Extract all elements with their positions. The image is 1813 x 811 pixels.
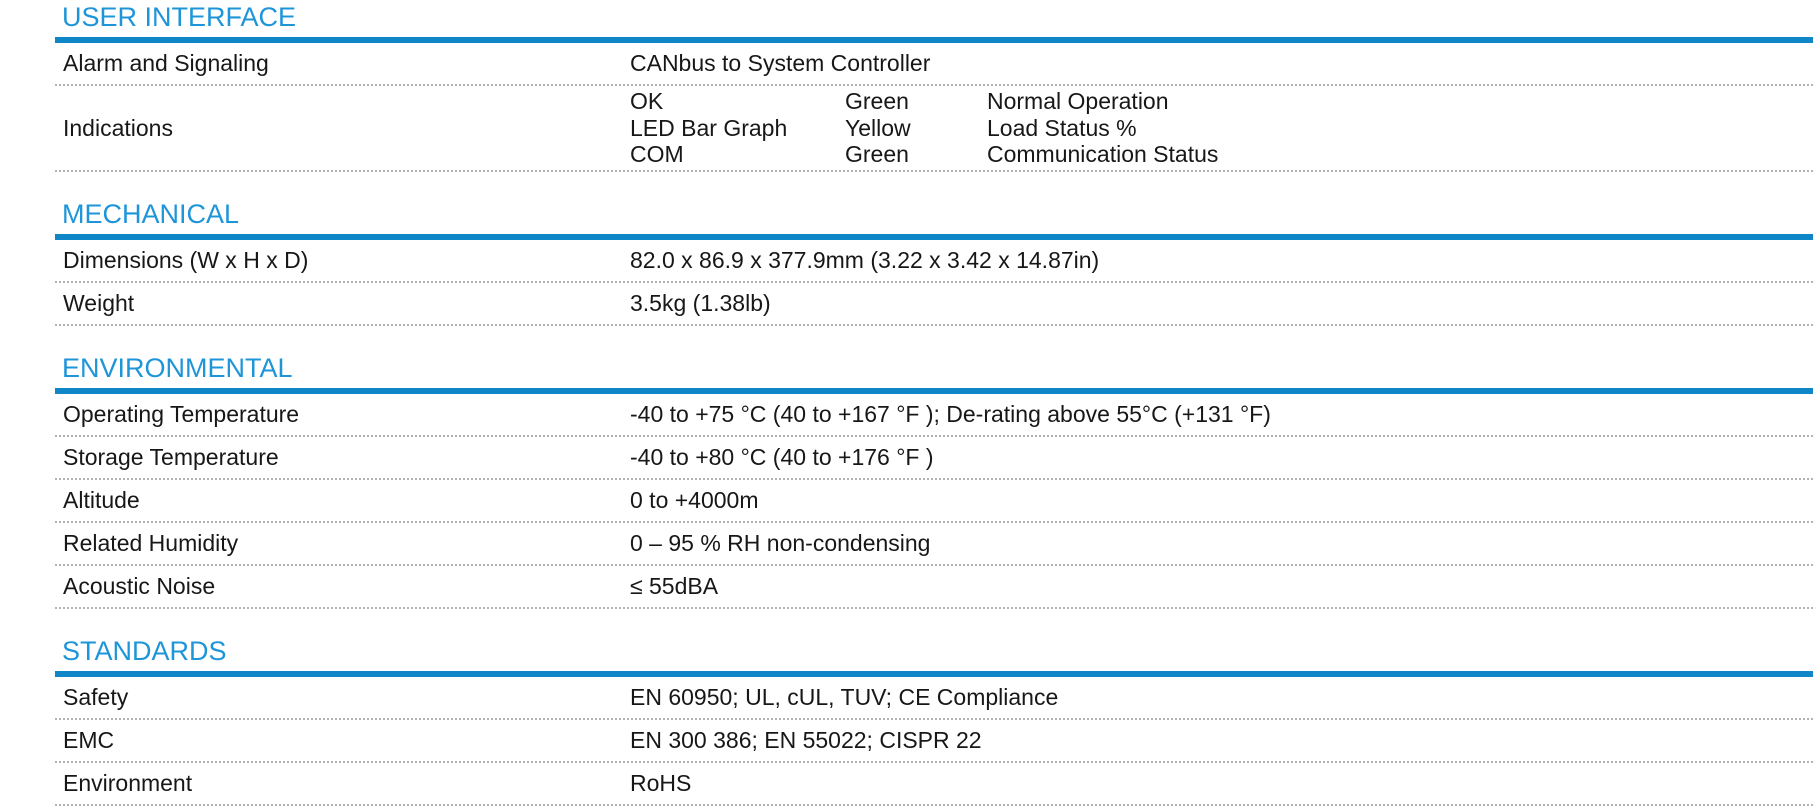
- spec-value: 82.0 x 86.9 x 377.9mm (3.22 x 3.42 x 14.…: [630, 247, 1100, 274]
- indication-line: COM Green Communication Status: [630, 141, 1813, 168]
- spec-value: -40 to +75 °C (40 to +167 °F ); De-ratin…: [630, 401, 1271, 428]
- spec-label: Storage Temperature: [63, 444, 279, 471]
- spec-label: EMC: [63, 727, 115, 754]
- section-environmental: ENVIRONMENTAL Operating Temperature -40 …: [0, 353, 1813, 609]
- indication-line: OK Green Normal Operation: [630, 88, 1813, 115]
- spec-row-acoustic-noise: Acoustic Noise ≤ 55dBA: [55, 566, 1813, 609]
- indication-meaning: Normal Operation: [987, 88, 1169, 115]
- spec-row-environment: Environment RoHS: [55, 763, 1813, 806]
- spec-label: Environment: [63, 770, 193, 797]
- spec-value: CANbus to System Controller: [630, 50, 931, 77]
- indication-line: LED Bar Graph Yellow Load Status %: [630, 115, 1813, 142]
- indication-color: Green: [845, 141, 909, 168]
- section-rule: [55, 671, 1813, 677]
- indications-table: OK Green Normal Operation LED Bar Graph …: [630, 88, 1813, 168]
- section-rule: [55, 388, 1813, 394]
- indication-signal: LED Bar Graph: [630, 114, 788, 141]
- indication-meaning: Load Status %: [987, 114, 1137, 141]
- spec-row-operating-temperature: Operating Temperature -40 to +75 °C (40 …: [55, 394, 1813, 437]
- indication-signal: COM: [630, 141, 684, 168]
- spec-row-storage-temperature: Storage Temperature -40 to +80 °C (40 to…: [55, 437, 1813, 480]
- spec-label: Alarm and Signaling: [63, 50, 269, 77]
- indication-color: Green: [845, 88, 909, 115]
- spec-label: Weight: [63, 290, 135, 317]
- spec-value: 3.5kg (1.38lb): [630, 290, 771, 317]
- section-standards: STANDARDS Safety EN 60950; UL, cUL, TUV;…: [0, 636, 1813, 806]
- spec-value: EN 300 386; EN 55022; CISPR 22: [630, 727, 982, 754]
- spec-row-dimensions: Dimensions (W x H x D) 82.0 x 86.9 x 377…: [55, 240, 1813, 283]
- spec-label: Indications: [63, 114, 173, 141]
- spec-row-indications: Indications OK Green Normal Operation LE…: [55, 86, 1813, 172]
- spec-label: Altitude: [63, 487, 140, 514]
- spec-row-emc: EMC EN 300 386; EN 55022; CISPR 22: [55, 720, 1813, 763]
- spec-row-altitude: Altitude 0 to +4000m: [55, 480, 1813, 523]
- indication-color: Yellow: [845, 114, 911, 141]
- indication-signal: OK: [630, 88, 664, 115]
- spec-label: Related Humidity: [63, 530, 239, 557]
- section-title: ENVIRONMENTAL: [62, 353, 293, 383]
- section-mechanical: MECHANICAL Dimensions (W x H x D) 82.0 x…: [0, 199, 1813, 326]
- section-title: USER INTERFACE: [62, 2, 297, 32]
- section-user-interface: USER INTERFACE Alarm and Signaling CANbu…: [0, 2, 1813, 172]
- spec-row-weight: Weight 3.5kg (1.38lb): [55, 283, 1813, 326]
- spec-value: ≤ 55dBA: [630, 573, 719, 600]
- spec-row-safety: Safety EN 60950; UL, cUL, TUV; CE Compli…: [55, 677, 1813, 720]
- spec-value: RoHS: [630, 770, 692, 797]
- spec-label: Operating Temperature: [63, 401, 300, 428]
- section-rule: [55, 234, 1813, 240]
- section-title: STANDARDS: [62, 636, 227, 666]
- spec-value: -40 to +80 °C (40 to +176 °F ): [630, 444, 934, 471]
- spec-value: 0 – 95 % RH non-condensing: [630, 530, 931, 557]
- section-rule: [55, 37, 1813, 43]
- spec-row-alarm-and-signaling: Alarm and Signaling CANbus to System Con…: [55, 43, 1813, 86]
- indication-meaning: Communication Status: [987, 141, 1219, 168]
- spec-value: EN 60950; UL, cUL, TUV; CE Compliance: [630, 684, 1059, 711]
- spec-label: Acoustic Noise: [63, 573, 216, 600]
- spec-row-related-humidity: Related Humidity 0 – 95 % RH non-condens…: [55, 523, 1813, 566]
- spec-label: Dimensions (W x H x D): [63, 247, 309, 274]
- spec-label: Safety: [63, 684, 129, 711]
- spec-value: 0 to +4000m: [630, 487, 759, 514]
- section-title: MECHANICAL: [62, 199, 240, 229]
